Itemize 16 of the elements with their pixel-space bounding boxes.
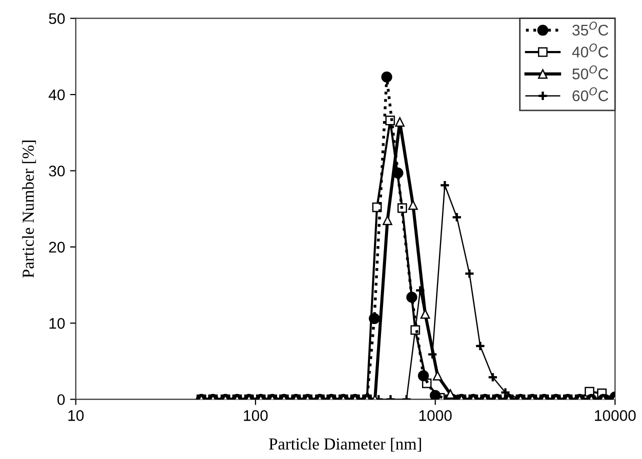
y-tick-label: 30 [48, 166, 65, 176]
y-tick-label: 50 [48, 13, 65, 24]
y-tick-label: 40 [48, 89, 65, 100]
legend-label: 40$^{O}$C [572, 44, 608, 58]
legend-label: 60$^{O}$C [572, 87, 608, 102]
y-axis-title: Particle Number [%] [22, 140, 36, 278]
x-tick-label: 10 [68, 410, 84, 421]
x-tick-label: 1000 [419, 410, 452, 421]
legend-label: 35$^{O}$C [572, 22, 608, 36]
x-tick-label: 10000 [594, 410, 636, 421]
y-tick-label: 0 [57, 394, 65, 406]
y-tick-label: 10 [50, 318, 65, 329]
legend-label: 50$^{O}$C [572, 65, 608, 80]
y-tick-label: 20 [49, 242, 65, 253]
x-axis-title: Particle Diameter [nm] [269, 438, 421, 452]
x-tick-label: 100 [244, 410, 268, 421]
